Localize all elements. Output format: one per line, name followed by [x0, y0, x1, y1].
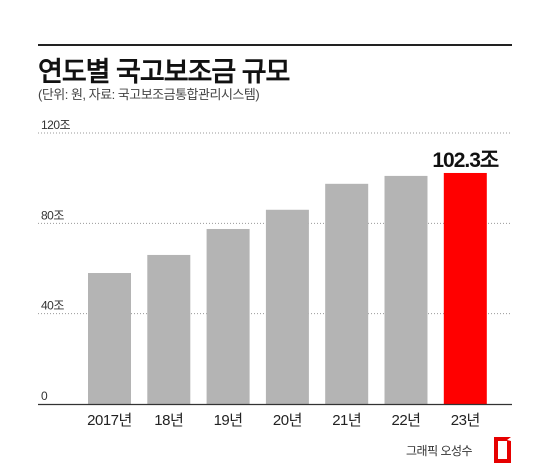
title-rule: [38, 44, 512, 46]
publisher-logo-icon: [494, 437, 511, 463]
x-tick-label: 21년: [332, 412, 361, 429]
x-tick-label: 18년: [154, 412, 183, 429]
bar: [88, 273, 131, 404]
y-axis-ticks: 0 40조 80조 120조: [41, 118, 71, 403]
bar: [147, 254, 191, 404]
bar: [265, 209, 309, 404]
chart-title: 연도별 국고보조금 규모: [38, 57, 290, 87]
value-labels: 102.3조: [432, 149, 500, 172]
x-tick-label: 23년: [451, 412, 480, 429]
value-label: 102.3조: [432, 149, 499, 172]
y-tick-label: 120조: [41, 118, 71, 132]
x-tick-label: 20년: [273, 412, 302, 429]
y-tick-label: 80조: [41, 208, 64, 222]
x-tick-label: 22년: [392, 412, 421, 429]
y-tick-label: 40조: [41, 299, 64, 313]
chart-subtitle: (단위: 원, 자료: 국고보조금통합관리시스템): [38, 87, 260, 102]
y-tick-label: 0: [41, 389, 48, 403]
bar: [384, 175, 428, 404]
bar: [325, 183, 369, 404]
bar-highlight: [443, 172, 487, 404]
x-axis-labels: 2017년 18년 19년 20년 21년 22년 23년: [87, 412, 480, 429]
x-tick-label: 2017년: [87, 412, 132, 429]
graphic-credit: 그래픽 오성수: [406, 444, 473, 458]
bar: [206, 228, 250, 404]
x-tick-label: 19년: [214, 412, 243, 429]
bars: [88, 172, 487, 404]
